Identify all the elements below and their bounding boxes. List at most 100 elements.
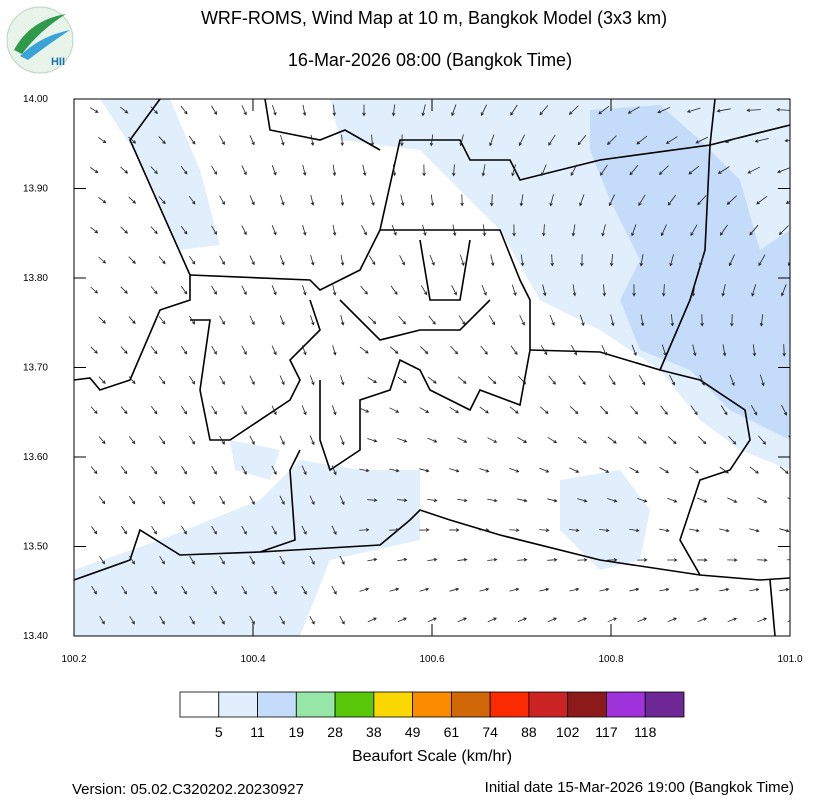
wind-arrow (271, 225, 277, 236)
wind-arrow (487, 557, 498, 562)
colorbar-label: 11 (250, 724, 265, 740)
wind-arrow (489, 315, 496, 326)
wind-arrow (301, 585, 307, 595)
wind-arrow (727, 558, 738, 562)
wind-arrow (481, 164, 486, 177)
logo-leaf (14, 14, 66, 54)
boundary (339, 239, 491, 341)
wind-arrow (640, 314, 645, 327)
wind-arrow (271, 165, 277, 176)
wind-arrow (727, 497, 738, 503)
shade-area (590, 105, 790, 440)
wind-arrow (301, 405, 307, 416)
wind-arrow (241, 225, 247, 236)
wind-arrow (249, 435, 255, 445)
wind-arrow (607, 558, 618, 562)
wind-arrow (189, 495, 195, 505)
wind-arrow (629, 587, 640, 592)
wind-arrow (400, 134, 404, 147)
wind-arrow (419, 407, 430, 413)
wind-arrow (787, 497, 790, 500)
wind-arrow (519, 194, 524, 207)
wind-arrow (480, 104, 488, 117)
wind-arrow (667, 617, 678, 623)
wind-arrow (754, 138, 769, 143)
wind-arrow (340, 375, 345, 386)
wind-arrow (512, 224, 516, 237)
wind-arrow (249, 195, 255, 206)
wind-arrow (120, 226, 128, 234)
wind-arrow (359, 528, 370, 532)
colorbar: 5 11 19 28 38 49 61 74 88 102 117 118 (179, 691, 685, 740)
wind-arrow (91, 526, 98, 535)
wind-arrow (539, 528, 550, 532)
wind-arrow (397, 557, 408, 562)
boundary (709, 124, 790, 146)
wind-arrow (249, 315, 255, 326)
colorbar-swatch (179, 691, 220, 718)
wind-arrow (151, 466, 158, 475)
colorbar-swatch (373, 691, 414, 718)
wind-arrow (637, 617, 648, 623)
wind-arrow (631, 344, 637, 356)
wind-arrow (726, 195, 737, 205)
logo-wave (20, 30, 70, 60)
wind-arrow (728, 435, 737, 445)
wind-arrow (779, 587, 790, 592)
wind-arrow (601, 344, 607, 356)
wind-arrow (272, 104, 277, 116)
wind-arrow (451, 164, 456, 177)
wind-arrow (759, 314, 764, 327)
colorbar-label: 102 (556, 724, 580, 740)
wind-arrow (487, 498, 498, 503)
wind-arrow (548, 134, 556, 146)
wind-arrow (129, 496, 136, 505)
boundary (74, 509, 701, 581)
wind-arrow (487, 617, 497, 623)
colorbar-swatch (606, 691, 646, 718)
wind-arrow (302, 164, 307, 176)
wind-arrow (457, 617, 467, 623)
wind-arrow (540, 345, 548, 356)
colorbar-label: 49 (405, 724, 421, 740)
wind-arrow (420, 346, 429, 355)
wind-arrow (331, 525, 337, 535)
wind-arrow (697, 558, 708, 562)
wind-arrow (607, 436, 617, 444)
wind-arrow (211, 105, 218, 115)
wind-arrow (729, 374, 735, 387)
wind-arrow (310, 315, 315, 326)
wind-arrow (188, 195, 196, 205)
wind-arrow (331, 405, 337, 416)
wind-arrow (302, 104, 307, 117)
colorbar-label: 19 (289, 724, 305, 740)
wind-arrow (359, 346, 369, 354)
wind-arrow (570, 164, 578, 177)
wind-arrow (279, 315, 285, 326)
wind-arrow (449, 406, 460, 414)
wind-arrow (249, 135, 255, 146)
colorbar-swatch (567, 691, 607, 718)
wind-arrow (787, 559, 790, 561)
wind-arrow (359, 587, 370, 592)
y-tick-label: 13.80 (23, 273, 48, 284)
wind-arrow (120, 406, 128, 415)
wind-arrow (158, 256, 166, 265)
wind-arrow (686, 107, 701, 113)
wind-arrow (279, 555, 285, 565)
wind-arrow (690, 224, 698, 237)
wind-arrow (249, 495, 255, 505)
wind-arrow (181, 585, 187, 595)
wind-arrow (749, 224, 759, 236)
wind-arrow (390, 285, 398, 295)
wind-arrow (241, 585, 247, 595)
wind-arrow (509, 406, 519, 414)
wind-arrow (271, 585, 277, 595)
wind-arrow (150, 286, 158, 295)
wind-arrow (99, 615, 105, 625)
wind-arrow (457, 376, 467, 384)
wind-arrow (458, 315, 466, 326)
wind-arrow (490, 254, 495, 267)
wind-arrow (271, 345, 277, 356)
y-tick-label: 13.40 (23, 631, 48, 642)
